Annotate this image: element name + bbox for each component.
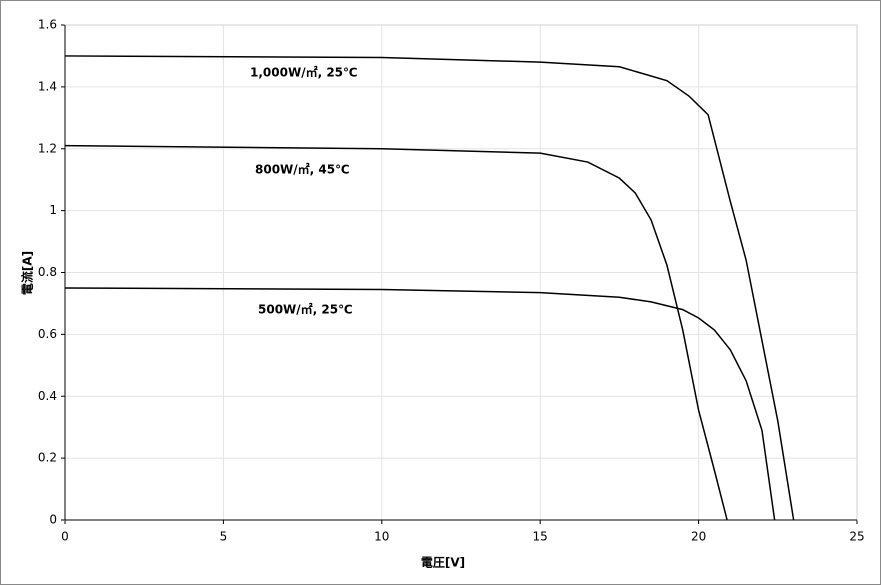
x-tick-label: 5 — [220, 530, 228, 544]
y-tick-label: 0.4 — [38, 389, 57, 403]
x-axis-label: 電圧[V] — [421, 556, 465, 570]
line — [64, 287, 776, 521]
y-tick-label: 1.2 — [38, 141, 57, 155]
line — [64, 55, 795, 521]
series-label: 1,000W/㎡, 25℃ — [250, 65, 358, 80]
x-tick-label: 15 — [533, 530, 548, 544]
series-label: 800W/㎡, 45℃ — [255, 162, 350, 177]
x-tick-label: 0 — [61, 530, 69, 544]
y-tick-label: 1 — [49, 203, 57, 217]
y-tick-label: 0.8 — [38, 265, 57, 279]
y-tick-label: 1.6 — [38, 18, 57, 32]
line — [64, 144, 728, 521]
x-tick-label: 20 — [691, 530, 706, 544]
y-tick-label: 0 — [49, 513, 57, 527]
y-tick-label: 1.4 — [38, 79, 57, 93]
x-tick-label: 25 — [849, 530, 864, 544]
series-label: 500W/㎡, 25℃ — [258, 302, 353, 317]
y-tick-label: 0.2 — [38, 451, 57, 465]
y-tick-label: 0.6 — [38, 327, 57, 341]
x-tick-label: 10 — [374, 530, 389, 544]
y-axis-label: 電流[A] — [20, 251, 35, 295]
